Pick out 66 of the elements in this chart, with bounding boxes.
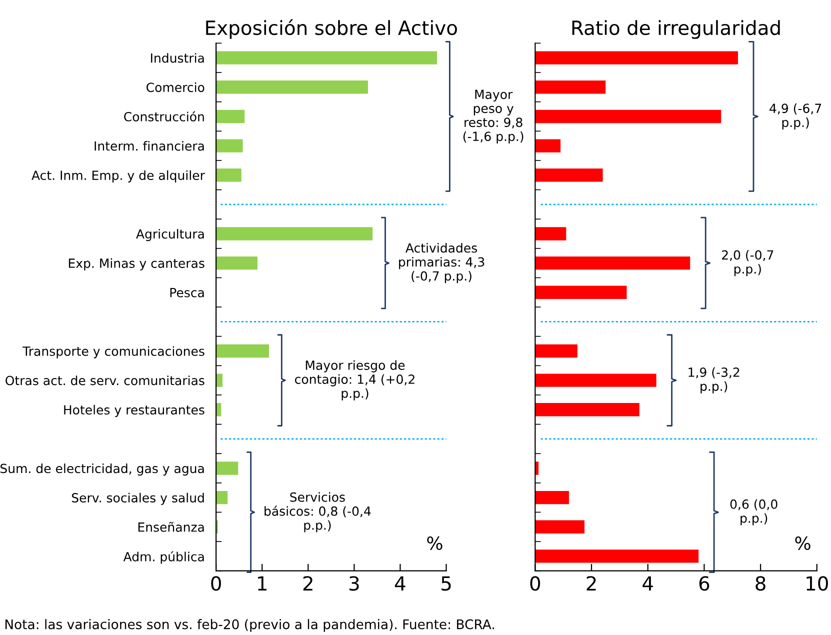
y-tick-label: Serv. sociales y salud [72, 492, 204, 505]
x-tick-label: 4 [394, 576, 406, 590]
bar [216, 374, 223, 387]
bar [535, 256, 690, 270]
chart-title: Exposición sobre el Activo [206, 19, 457, 39]
annotation: 1,9 (-3,2 p.p.) [688, 367, 740, 394]
bar [535, 403, 640, 416]
y-tick-label: Enseñanza [138, 522, 204, 532]
x-tick-label: 2 [303, 576, 312, 590]
annotation: Mayor riesgo de contagio: 1,4 (+0,2 p.p.) [295, 360, 414, 400]
text: Mayor peso y resto: 9,8 (-1,6 p.p.) [463, 90, 524, 144]
bar [535, 344, 578, 358]
bar [216, 110, 245, 124]
x-axis-title: % [795, 536, 810, 550]
y-tick-label: Act. Inm. Emp. y de alquiler [32, 170, 205, 182]
bar [216, 80, 368, 94]
bar [535, 51, 738, 64]
x-tick-label: 4 [642, 576, 653, 590]
x-tick-label: 5 [442, 576, 451, 591]
annotation: 2,0 (-0,7 p.p.) [722, 250, 774, 276]
y-tick-label: Otras act. de serv. comunitarias [6, 376, 204, 386]
y-tick-label: Industria [151, 53, 204, 63]
bar [535, 490, 569, 504]
bar [535, 227, 566, 240]
x-tick-label: 2 [586, 576, 596, 590]
bar [216, 51, 438, 64]
bar [535, 168, 603, 182]
bar [216, 168, 242, 182]
bar [535, 139, 561, 152]
bar [216, 462, 238, 475]
y-tick-label: Transporte y comunicaciones [22, 346, 204, 358]
y-tick-label: Interm. financiera [94, 141, 204, 151]
bar [216, 256, 258, 270]
x-tick-label: 1 [258, 576, 266, 590]
y-tick-label: Sum. de electricidad, gas y agua [0, 464, 204, 476]
y-tick-label: Agricultura [136, 228, 204, 242]
bar [535, 286, 627, 299]
annotation: 0,6 (0,0 p.p.) [730, 499, 778, 526]
bar [216, 344, 270, 358]
y-tick-label: Comercio [146, 82, 204, 92]
y-tick-label: Hoteles y restaurantes [64, 404, 204, 417]
bar [216, 490, 228, 504]
annotation: Servicios básicos: 0,8 (-0,4 p.p.) [264, 492, 371, 532]
bar [535, 520, 584, 534]
x-tick-label: 6 [699, 576, 710, 591]
bar [535, 110, 722, 124]
x-axis-title: % [427, 536, 442, 550]
chart-title: Ratio de irregularidad [572, 20, 780, 39]
y-tick-label: Exp. Minas y canteras [68, 258, 204, 270]
bar [535, 374, 656, 387]
y-tick-label: Construcción [124, 111, 204, 122]
bar [216, 227, 373, 240]
bar [535, 550, 699, 563]
x-tick-label: 0 [211, 576, 221, 591]
x-tick-label: 3 [349, 576, 359, 591]
y-tick-label: Adm. pública [123, 551, 204, 564]
x-tick-label: 0 [530, 576, 540, 591]
bar [216, 139, 243, 152]
annotation: Actividades primarias: 4,3 (-0,7 p.p.) [399, 243, 484, 284]
x-tick-label: 8 [756, 576, 766, 591]
bar [535, 462, 539, 475]
x-tick-label: 10 [806, 576, 828, 591]
text: Nota: las variaciones son vs. feb-20 (previo a la pandemia). Fuente: BCRA. [5, 619, 494, 632]
bar [535, 80, 606, 94]
y-tick-label: Pesca [170, 288, 204, 298]
annotation: 4,9 (-6,7 p.p.) [770, 103, 822, 130]
